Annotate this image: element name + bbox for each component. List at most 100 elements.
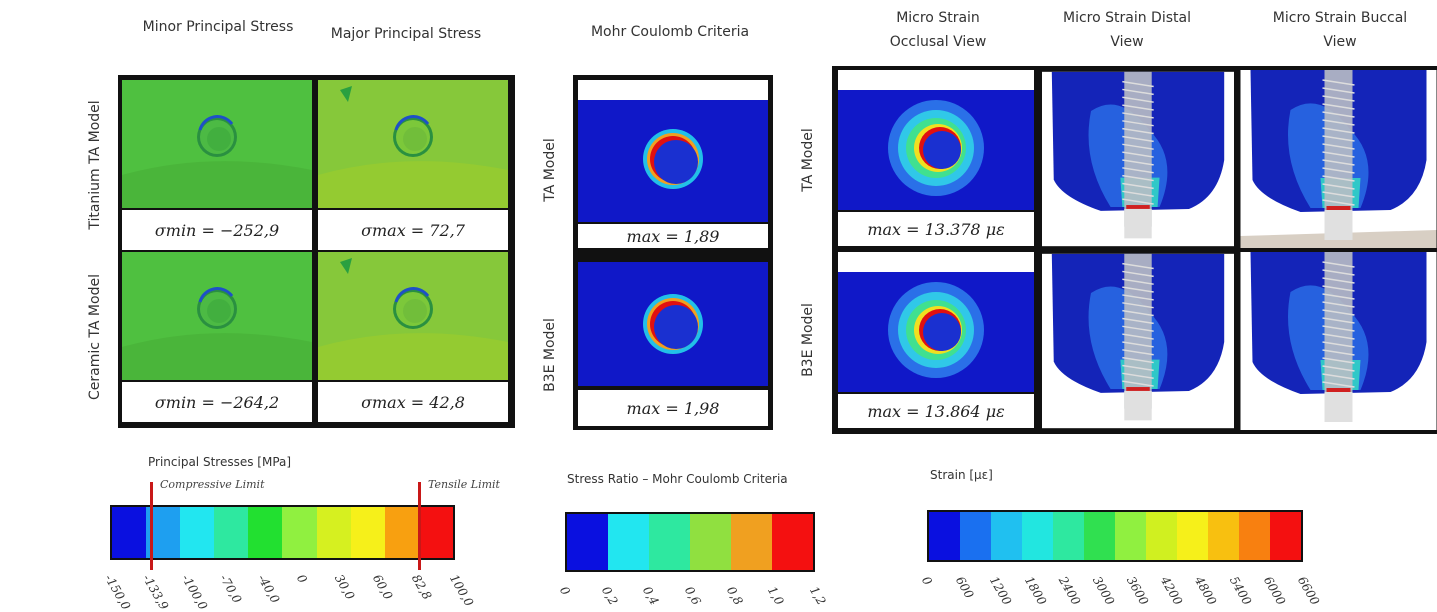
svg: [838, 70, 1034, 210]
rect: [578, 80, 768, 100]
rect: [1126, 387, 1150, 391]
colorbar-tick-label: 82,8: [409, 572, 434, 602]
mohr-render: [578, 262, 768, 386]
colorbar-tick-label: 0,2: [599, 584, 621, 608]
limit-label: Tensile Limit: [428, 478, 500, 491]
circle: [923, 313, 961, 351]
legend-title: Strain [με]: [930, 468, 993, 482]
color-step: [351, 507, 385, 558]
colorbar-tick-label: 5400: [1227, 574, 1254, 607]
colorbar: [110, 505, 455, 560]
column-header: Micro Strain Distal View: [1057, 6, 1197, 54]
color-step: [991, 512, 1022, 560]
color-step: [1270, 512, 1301, 560]
column-header: Major Principal Stress: [326, 22, 486, 46]
svg: [1042, 70, 1234, 248]
stress-render: [318, 80, 508, 208]
circle: [403, 127, 427, 151]
color-step: [1084, 512, 1115, 560]
color-step: [214, 507, 248, 558]
rect: [1327, 388, 1351, 392]
colorbar-tick-label: -70,0: [217, 572, 245, 606]
svg: [1042, 252, 1234, 430]
color-step: [1146, 512, 1177, 560]
row-label: B3E Model: [800, 303, 816, 377]
svg: [1240, 252, 1437, 430]
stress-value: σmax = 72,7: [318, 210, 508, 250]
svg: [318, 80, 508, 208]
colorbar-tick-label: 3000: [1090, 574, 1117, 607]
color-step: [180, 507, 214, 558]
row-label: Ceramic TA Model: [87, 274, 103, 400]
color-step: [960, 512, 991, 560]
color-step: [1177, 512, 1208, 560]
circle: [654, 140, 698, 184]
color-step: [690, 514, 731, 570]
colorbar-tick-label: 600: [953, 574, 977, 601]
stress-render: [122, 80, 312, 208]
colorbar-tick-label: 0: [294, 572, 310, 586]
colorbar-tick-label: -150,0: [102, 572, 133, 612]
color-step: [1115, 512, 1146, 560]
rect: [1327, 206, 1351, 210]
svg: [578, 262, 768, 386]
colorbar: [927, 510, 1303, 562]
stress-render: [122, 252, 312, 380]
figure: Minor Principal StressMajor Principal St…: [0, 0, 1437, 612]
column-header: Micro Strain Occlusal View: [868, 6, 1008, 54]
stress-render: [318, 252, 508, 380]
color-step: [317, 507, 351, 558]
colorbar-tick-label: 0,4: [640, 584, 662, 608]
colorbar-tick-label: 0,8: [724, 584, 746, 608]
color-step: [1022, 512, 1053, 560]
circle: [923, 131, 961, 169]
color-step: [567, 514, 608, 570]
svg: [578, 80, 768, 222]
colorbar-tick-label: 2400: [1056, 574, 1083, 607]
svg: [122, 252, 312, 380]
color-step: [1208, 512, 1239, 560]
colorbar-tick-label: -40,0: [255, 572, 283, 606]
row-label: Titanium TA Model: [87, 100, 103, 229]
strain-value: max = 13.864 με: [838, 394, 1034, 428]
colorbar-tick-label: 6600: [1295, 574, 1322, 607]
color-step: [929, 512, 960, 560]
limit-label: Compressive Limit: [160, 478, 265, 491]
color-step: [419, 507, 453, 558]
color-step: [385, 507, 419, 558]
rect: [1325, 392, 1353, 422]
circle: [654, 305, 698, 349]
stress-value: σmax = 42,8: [318, 382, 508, 422]
svg: [122, 80, 312, 208]
limit-line: [418, 482, 421, 570]
column-header: Micro Strain Buccal View: [1270, 6, 1410, 54]
colorbar-tick-label: -133,9: [140, 572, 171, 612]
colorbar-tick-label: 4200: [1158, 574, 1185, 607]
colorbar: [565, 512, 815, 572]
stress-value: σmin = −252,9: [122, 210, 312, 250]
color-step: [608, 514, 649, 570]
occlusal-render: [838, 252, 1034, 392]
color-step: [772, 514, 813, 570]
colorbar-tick-label: 1800: [1021, 574, 1048, 607]
buccal-render: [1240, 252, 1437, 430]
colorbar-tick-label: 3600: [1124, 574, 1151, 607]
color-step: [1239, 512, 1270, 560]
svg: [838, 252, 1034, 392]
svg: [318, 252, 508, 380]
limit-line: [150, 482, 153, 570]
column-header: Mohr Coulomb Criteria: [590, 20, 750, 44]
colorbar-tick-label: 1,2: [807, 584, 829, 608]
color-step: [649, 514, 690, 570]
mohr-render: [578, 80, 768, 222]
svg: [1240, 70, 1437, 248]
colorbar-tick-label: 1,0: [765, 584, 787, 608]
strain-value: max = 13.378 με: [838, 212, 1034, 246]
stress-value: σmin = −264,2: [122, 382, 312, 422]
distal-render: [1042, 70, 1234, 248]
colorbar-tick-label: 0,6: [682, 584, 704, 608]
colorbar-tick-label: 1200: [987, 574, 1014, 607]
rect: [1124, 209, 1151, 238]
occlusal-render: [838, 70, 1034, 210]
circle: [207, 299, 231, 323]
